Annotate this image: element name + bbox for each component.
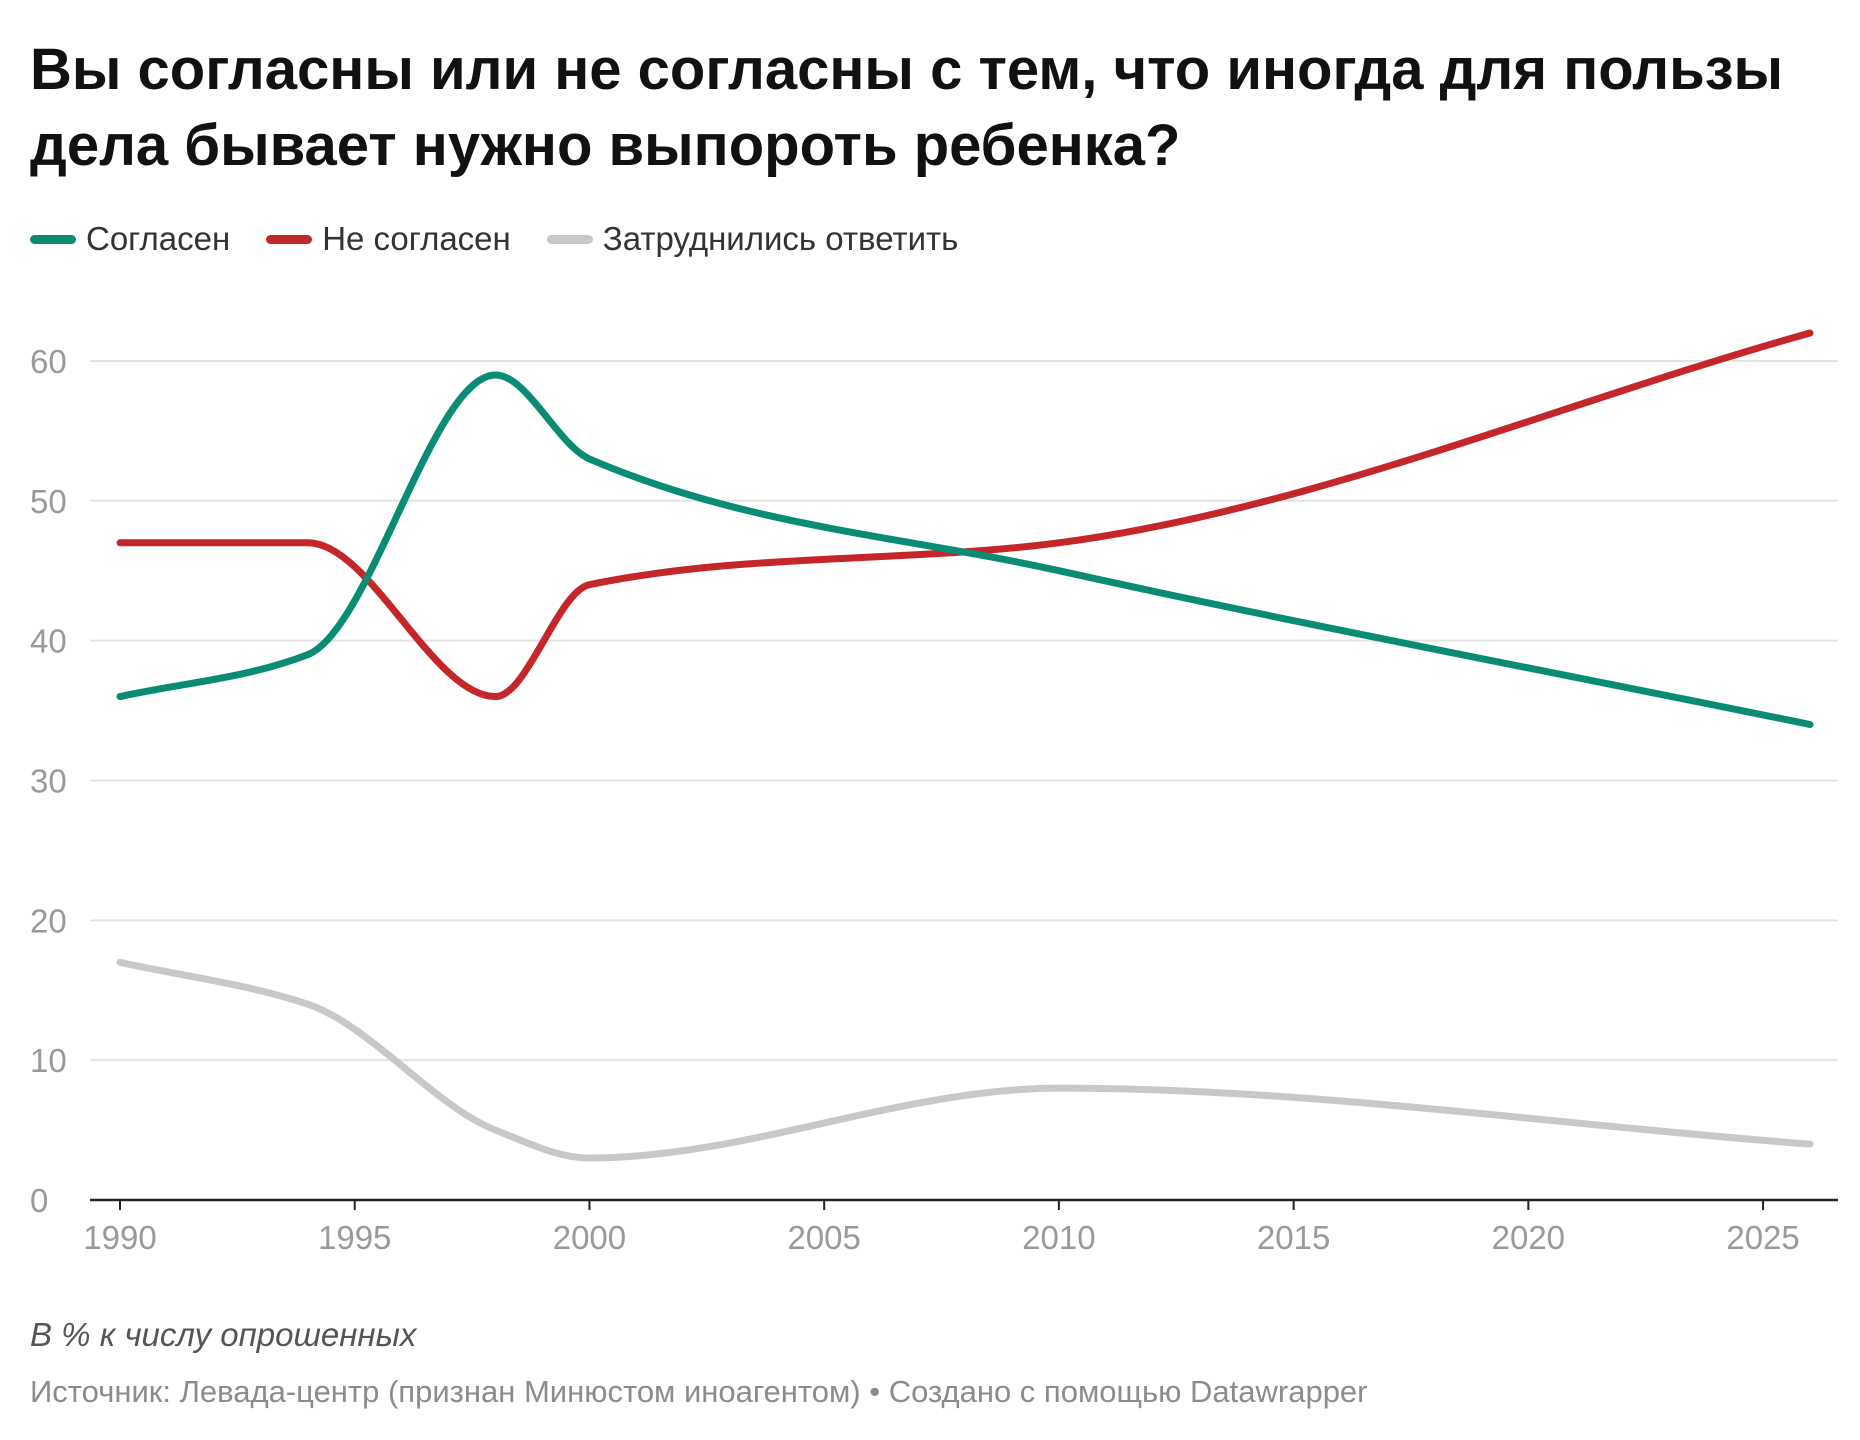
series-line-agree [116, 371, 1814, 728]
y-tick-label-50: 50 [30, 483, 67, 520]
x-tick-label-2005: 2005 [787, 1219, 860, 1256]
legend-item-disagree: Не согласен [266, 220, 511, 258]
legend-swatch-undecided [546, 234, 593, 244]
y-tick-label-20: 20 [30, 902, 67, 939]
y-tick-label-0: 0 [30, 1182, 48, 1219]
x-tick-label-2010: 2010 [1022, 1219, 1095, 1256]
legend-label-disagree: Не согласен [322, 220, 511, 257]
source-credit: Источник: Левада-центр (признан Минюстом… [30, 1374, 1368, 1409]
units-note: В % к числу опрошенных [30, 1316, 417, 1353]
chart-title: Вы согласны или не согласны с тем, что и… [30, 37, 1784, 178]
y-tick-label-10: 10 [30, 1042, 67, 1079]
x-tick-label-2025: 2025 [1726, 1219, 1799, 1256]
series-line-disagree [116, 329, 1814, 701]
x-tick-label-1995: 1995 [318, 1219, 391, 1256]
y-tick-label-40: 40 [30, 623, 67, 660]
x-tick-label-1990: 1990 [83, 1219, 156, 1256]
legend-item-undecided: Затруднились ответить [546, 220, 959, 258]
y-tick-label-30: 30 [30, 762, 67, 799]
legend-swatch-disagree [266, 234, 313, 244]
y-tick-label-60: 60 [30, 343, 67, 380]
legend-label-undecided: Затруднились ответить [602, 220, 959, 257]
series-line-undecided [116, 958, 1814, 1162]
x-tick-label-2000: 2000 [553, 1219, 626, 1256]
legend: Согласен Не согласен Затруднились ответи… [30, 214, 958, 264]
x-tick-label-2015: 2015 [1257, 1219, 1330, 1256]
legend-item-agree: Согласен [30, 220, 230, 258]
legend-swatch-agree [30, 234, 76, 244]
x-tick-label-2020: 2020 [1492, 1219, 1565, 1256]
legend-label-agree: Согласен [86, 220, 231, 257]
line-chart: 0 10 20 30 40 50 60 1990 1995 2000 2005 2010 2015 202… [30, 329, 1838, 1256]
